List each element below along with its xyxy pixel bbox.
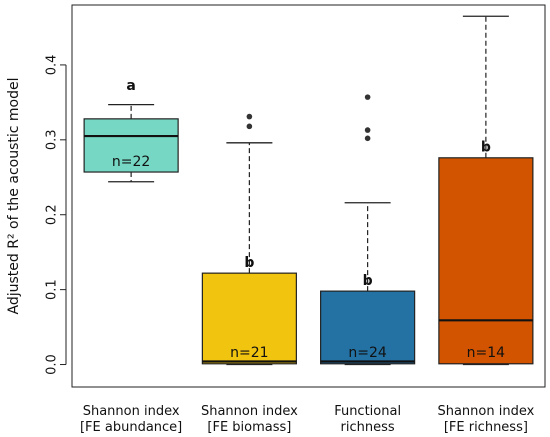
category-label-line1: Shannon index — [83, 404, 180, 419]
y-tick-label: 0.2 — [45, 204, 60, 225]
box-body — [201, 272, 297, 365]
box-series: n=22 a n=21 b n=24 b n=14 b — [83, 15, 534, 366]
outlier-point — [246, 123, 253, 130]
significance-letter: b — [481, 140, 491, 156]
n-label: n=14 — [467, 345, 506, 361]
y-tick-label: 0.4 — [45, 55, 60, 76]
n-label: n=22 — [112, 154, 150, 170]
significance-letter: b — [363, 273, 373, 289]
category-label-line1: Shannon index — [201, 404, 298, 419]
n-label: n=24 — [348, 345, 387, 361]
box-2: n=21 b — [201, 113, 297, 366]
plot-frame — [71, 4, 546, 388]
box-4: n=14 b — [438, 15, 534, 366]
category-label-line1: Functional — [334, 404, 401, 419]
category-label-line2: [FE richness] — [444, 420, 528, 435]
category-label-line1: Shannon index — [437, 404, 534, 419]
y-axis: 0.0 0.1 0.2 0.3 0.4 — [45, 55, 67, 375]
outlier-point — [364, 94, 371, 100]
y-tick-label: 0.3 — [45, 129, 60, 150]
outlier-point — [246, 113, 253, 120]
box-body — [438, 157, 534, 365]
y-tick-label: 0.1 — [45, 279, 60, 300]
n-label: n=21 — [230, 345, 268, 361]
box-1: n=22 a — [83, 78, 179, 183]
significance-letter: b — [244, 255, 254, 271]
significance-letter: a — [126, 78, 135, 94]
y-tick-label: 0.0 — [45, 354, 60, 375]
x-axis-labels: Shannon index[FE abundance]Shannon index… — [80, 404, 535, 435]
box-3: n=24 b — [320, 94, 416, 366]
category-label-line2: richness — [341, 420, 395, 435]
y-axis-label: Adjusted R² of the acoustic model — [6, 77, 22, 314]
category-label-line2: [FE biomass] — [207, 420, 291, 435]
category-label-line2: [FE abundance] — [80, 420, 182, 435]
box-body — [320, 290, 416, 365]
outlier-point — [364, 135, 371, 142]
outlier-point — [364, 127, 371, 133]
box-body — [83, 118, 179, 173]
